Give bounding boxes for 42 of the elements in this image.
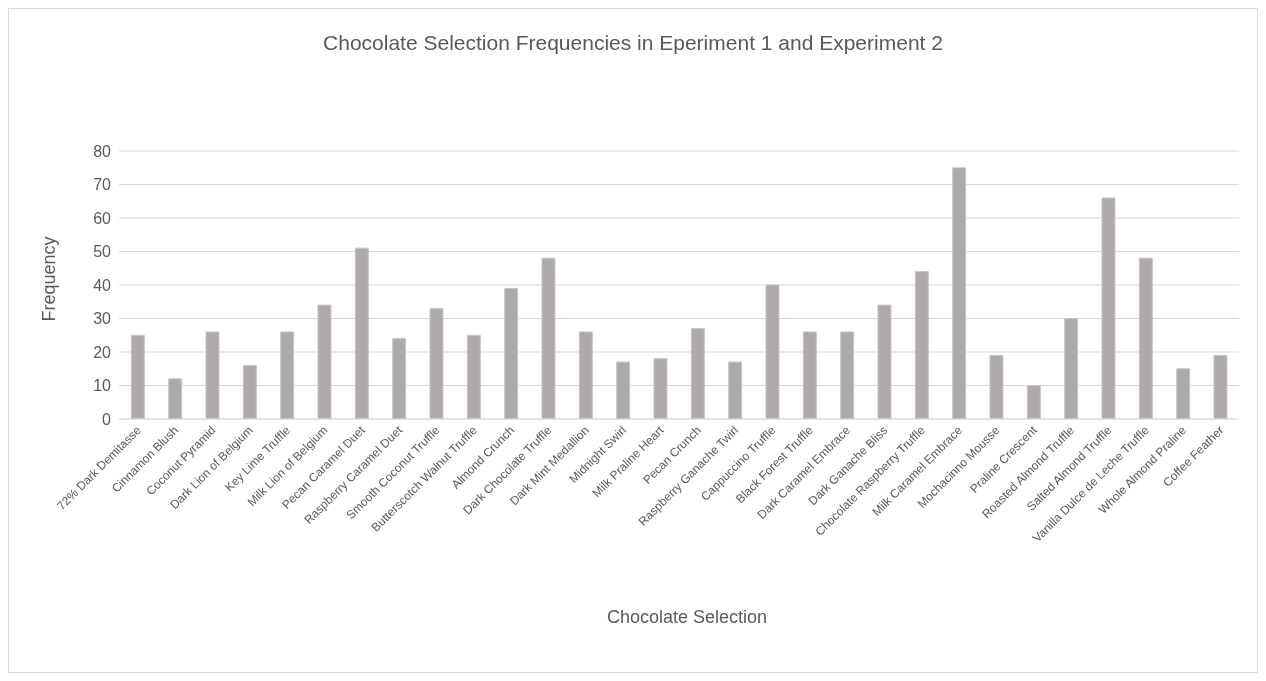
bar — [1064, 318, 1079, 419]
y-axis-title: Frequency — [38, 236, 60, 322]
bar — [690, 328, 705, 419]
bar — [242, 364, 257, 419]
bar — [914, 271, 929, 419]
y-tick-label: 40 — [93, 276, 112, 294]
bar — [541, 257, 556, 419]
y-tick-label: 30 — [93, 310, 112, 328]
x-axis-title: Chocolate Selection — [605, 607, 769, 628]
bar — [952, 167, 967, 419]
bar — [130, 334, 145, 419]
bar — [578, 331, 593, 419]
bar — [1101, 197, 1116, 419]
bar — [840, 331, 855, 419]
bar — [354, 247, 369, 419]
y-tick-label: 60 — [93, 209, 112, 227]
bar — [802, 331, 817, 419]
bar — [765, 284, 780, 419]
y-tick-label: 10 — [93, 377, 112, 395]
bar — [317, 304, 332, 419]
bar — [504, 287, 519, 419]
y-tick-label: 20 — [93, 343, 112, 361]
bar — [429, 307, 444, 419]
y-tick-label: 70 — [93, 176, 112, 194]
bar — [989, 354, 1004, 419]
bar — [205, 331, 220, 419]
bar — [280, 331, 295, 419]
bar — [616, 361, 631, 419]
bar — [392, 338, 407, 419]
bar — [466, 334, 481, 419]
bar — [1026, 385, 1041, 419]
bar — [653, 358, 668, 419]
bar — [1138, 257, 1153, 419]
bar — [1176, 368, 1191, 419]
bar — [1213, 354, 1228, 419]
bar — [877, 304, 892, 419]
y-tick-label: 0 — [102, 410, 112, 428]
y-tick-label: 50 — [93, 243, 112, 261]
bar — [168, 378, 183, 419]
chart-title: Chocolate Selection Frequencies in Eperiment 1 and Experiment 2 — [322, 31, 944, 55]
y-tick-label: 80 — [93, 142, 112, 160]
bar — [728, 361, 743, 419]
